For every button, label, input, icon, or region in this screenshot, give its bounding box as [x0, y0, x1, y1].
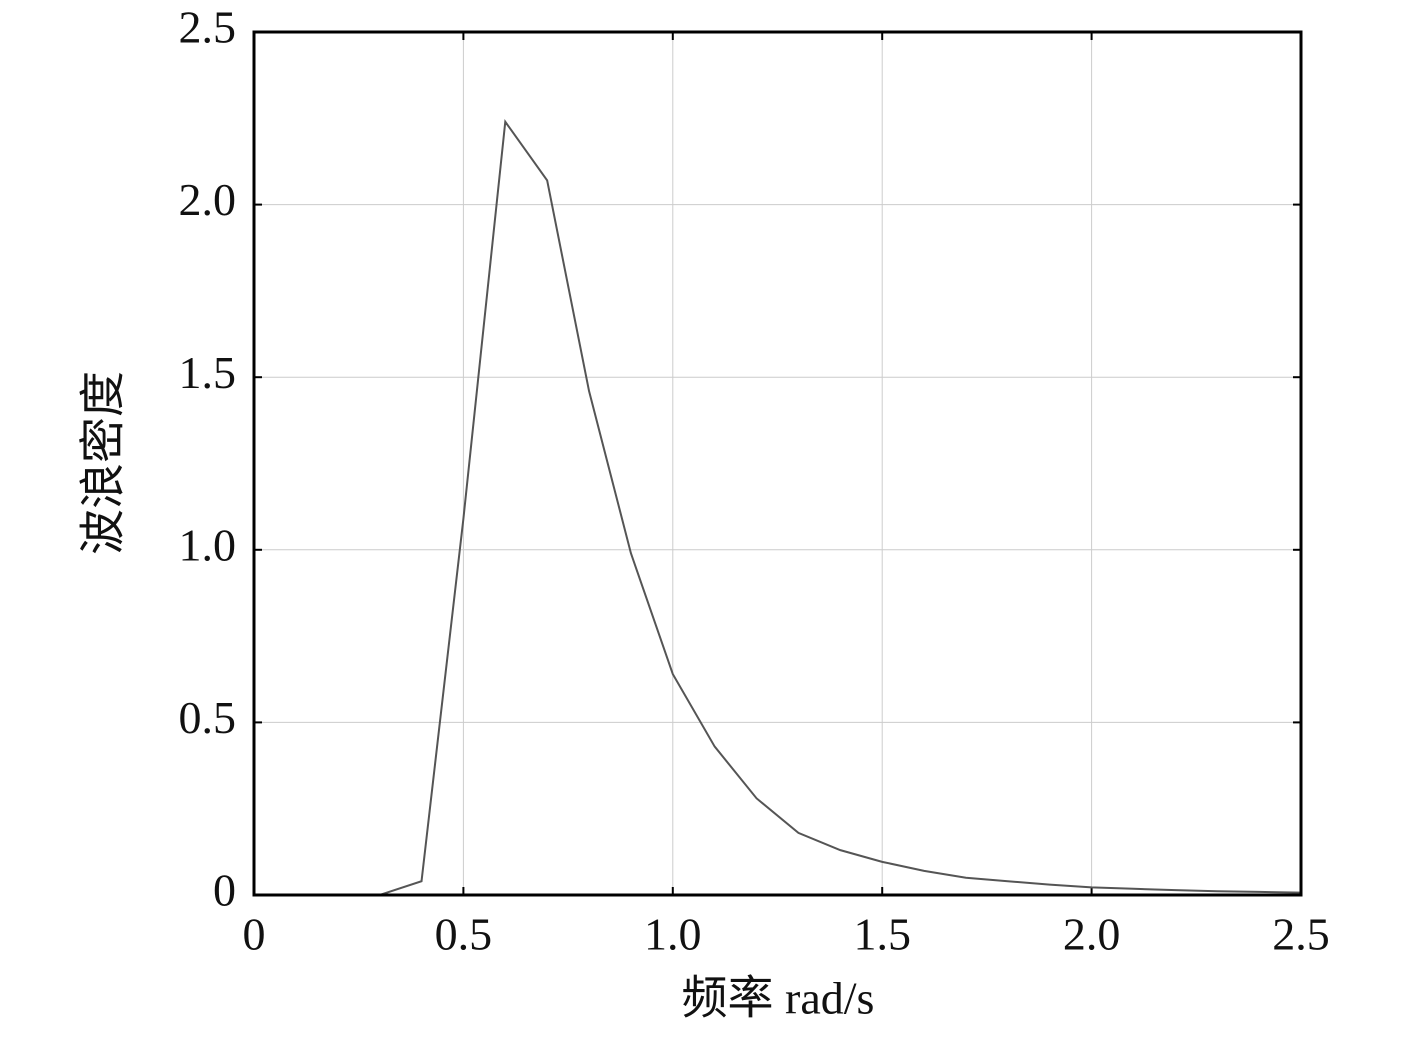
- data-line: [254, 119, 1302, 896]
- y-tick-label: 0.5: [179, 692, 237, 743]
- y-tick-label: 1.0: [179, 519, 237, 570]
- x-tick-label: 1.0: [644, 909, 702, 960]
- x-tick-label: 0: [243, 909, 266, 960]
- x-axis-label: 频率 rad/s: [682, 973, 875, 1024]
- y-tick-label: 2.0: [179, 174, 237, 225]
- y-tick-label: 1.5: [179, 347, 237, 398]
- x-tick-label: 0.5: [435, 909, 493, 960]
- x-tick-label: 1.5: [853, 909, 911, 960]
- y-tick-label: 2.5: [179, 2, 237, 53]
- x-tick-label: 2.0: [1063, 909, 1121, 960]
- plot-frame: [252, 30, 1303, 897]
- x-tick-label: 2.5: [1272, 909, 1330, 960]
- y-axis-label: 波浪密度: [78, 371, 129, 555]
- y-tick-label: 0: [213, 865, 236, 916]
